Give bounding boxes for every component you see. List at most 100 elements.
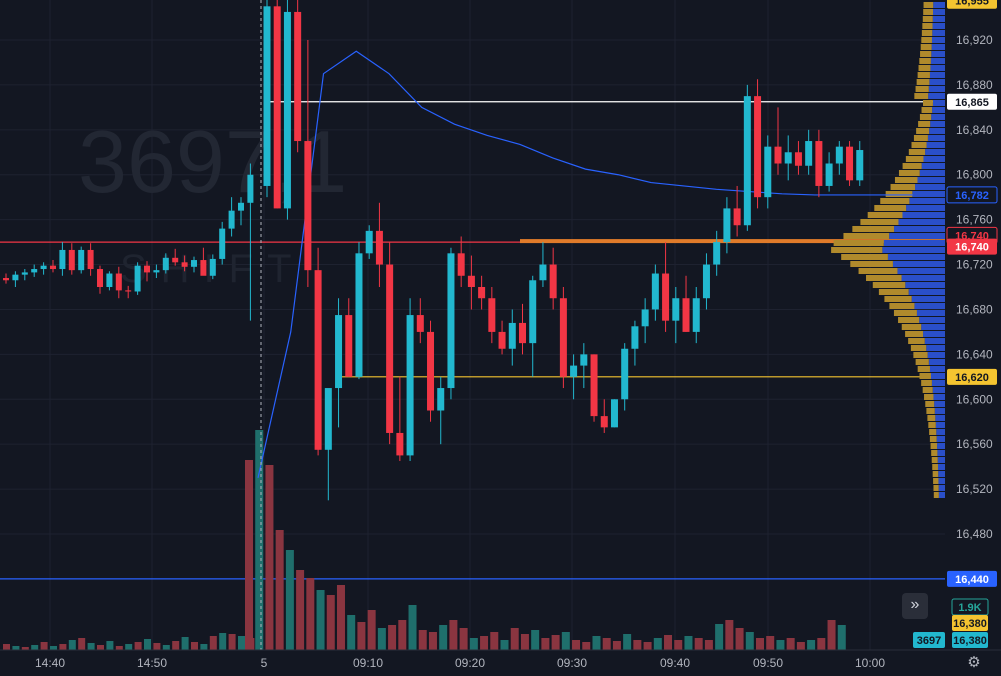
candle-down (375, 230, 383, 265)
time-axis[interactable]: 14:40 14:50 5 09:10 09:20 09:30 09:40 09:50 10:0… (0, 649, 1001, 670)
volume-bar (490, 632, 499, 650)
profile-bar-blue (933, 2, 945, 8)
profile-bar-gold (928, 422, 936, 428)
candle-down (488, 298, 496, 332)
settings-icon[interactable]: ⚙ (967, 654, 981, 671)
volume-bar (612, 641, 621, 650)
profile-bar-blue (938, 492, 945, 498)
candle-down (200, 260, 207, 276)
candle-up (191, 260, 197, 267)
candle-up (78, 249, 85, 271)
candle-up (134, 265, 141, 292)
candle-up (247, 174, 254, 203)
volume-bar (704, 640, 713, 650)
profile-bar-gold (841, 254, 888, 260)
candle-down (386, 264, 394, 433)
profile-bar-gold (908, 149, 926, 155)
profile-bar-gold (884, 296, 912, 302)
profile-bar-blue (932, 30, 945, 36)
profile-bar-gold (885, 191, 913, 197)
volume-bar (347, 615, 356, 650)
volume-bar (219, 633, 227, 650)
price-tick-label: 16,680 (956, 302, 993, 316)
volume-bar (357, 622, 366, 650)
profile-bar-blue (897, 268, 945, 274)
volume-bar (510, 628, 519, 650)
price-tag-box (947, 570, 997, 587)
profile-bar-gold (915, 86, 929, 92)
volume-bar (694, 638, 703, 650)
volume-bar (326, 595, 335, 650)
profile-bar-gold (905, 156, 924, 162)
candle-up (672, 298, 680, 321)
volume-bar (238, 636, 245, 650)
price-tick-label: 16,880 (956, 78, 993, 92)
volume-bar (21, 647, 29, 650)
profile-bar-blue (937, 443, 945, 449)
candle-up (723, 208, 731, 243)
candle-up (692, 298, 700, 332)
profile-bar-blue (936, 429, 945, 435)
volume-bar (480, 636, 489, 650)
symbol-tag-box (913, 632, 945, 648)
profile-bar-blue (934, 408, 945, 414)
candle-down (498, 331, 506, 349)
price-tag-label: 16,865 (955, 97, 989, 109)
candle-down (396, 432, 404, 456)
profile-bar-gold (929, 429, 937, 435)
profile-bar-gold (933, 478, 939, 484)
candle-up (570, 365, 578, 377)
time-tick-label: 09:50 (753, 656, 783, 670)
profile-bar-gold (878, 289, 909, 295)
price-axis[interactable]: 16,920 16,880 16,840 16,800 16,760 16,720 16,6… (956, 33, 993, 541)
vwap-line (257, 50, 913, 478)
volume-bar (623, 634, 632, 650)
profile-bar-gold (925, 401, 935, 407)
profile-bar-gold (913, 352, 928, 358)
profile-bar-blue (932, 16, 945, 22)
price-tick-label: 16,520 (956, 482, 993, 496)
profile-bar-blue (930, 58, 945, 64)
volume-bar (245, 460, 253, 650)
profile-bar-gold (923, 9, 934, 15)
profile-bar-blue (889, 233, 945, 239)
time-tick-label: 14:40 (35, 656, 65, 670)
candle-down (662, 273, 670, 321)
volume-bar (582, 642, 591, 650)
profile-bar-blue (931, 114, 945, 120)
profile-bar-gold (913, 135, 928, 141)
price-tick-label: 16,760 (956, 213, 993, 227)
profile-bar-blue (929, 128, 945, 134)
volume-bar (633, 640, 642, 650)
profile-bar-gold (921, 37, 932, 43)
profile-bar-blue (932, 23, 945, 29)
volume-bar (106, 641, 114, 650)
candle-down (478, 287, 486, 299)
candle-up (713, 242, 721, 265)
profile-bar-gold (932, 471, 939, 477)
volume-profile (831, 2, 945, 498)
profile-bar-gold (922, 23, 933, 29)
profile-bar-gold (922, 387, 933, 393)
candle-up (702, 264, 710, 299)
scroll-to-realtime-button[interactable]: » (902, 593, 928, 619)
profile-bar-gold (931, 457, 938, 463)
candle-up (335, 315, 343, 389)
volume-bar (520, 634, 529, 650)
profile-bar-blue (937, 457, 945, 463)
candle-down (68, 249, 75, 271)
candle-up (263, 6, 271, 186)
candle-up (743, 96, 751, 226)
volume-bar (776, 640, 785, 650)
profile-bar-gold (921, 380, 932, 386)
profile-bar-gold (920, 51, 932, 57)
volume-bar (367, 610, 376, 650)
profile-bar-blue (908, 289, 945, 295)
profile-bar-blue (936, 436, 945, 442)
profile-bar-blue (919, 317, 945, 323)
profile-bar-gold (930, 443, 938, 449)
profile-bar-blue (894, 226, 945, 232)
profile-bar-gold (833, 240, 884, 246)
price-tag-label: 16,955 (955, 0, 989, 8)
